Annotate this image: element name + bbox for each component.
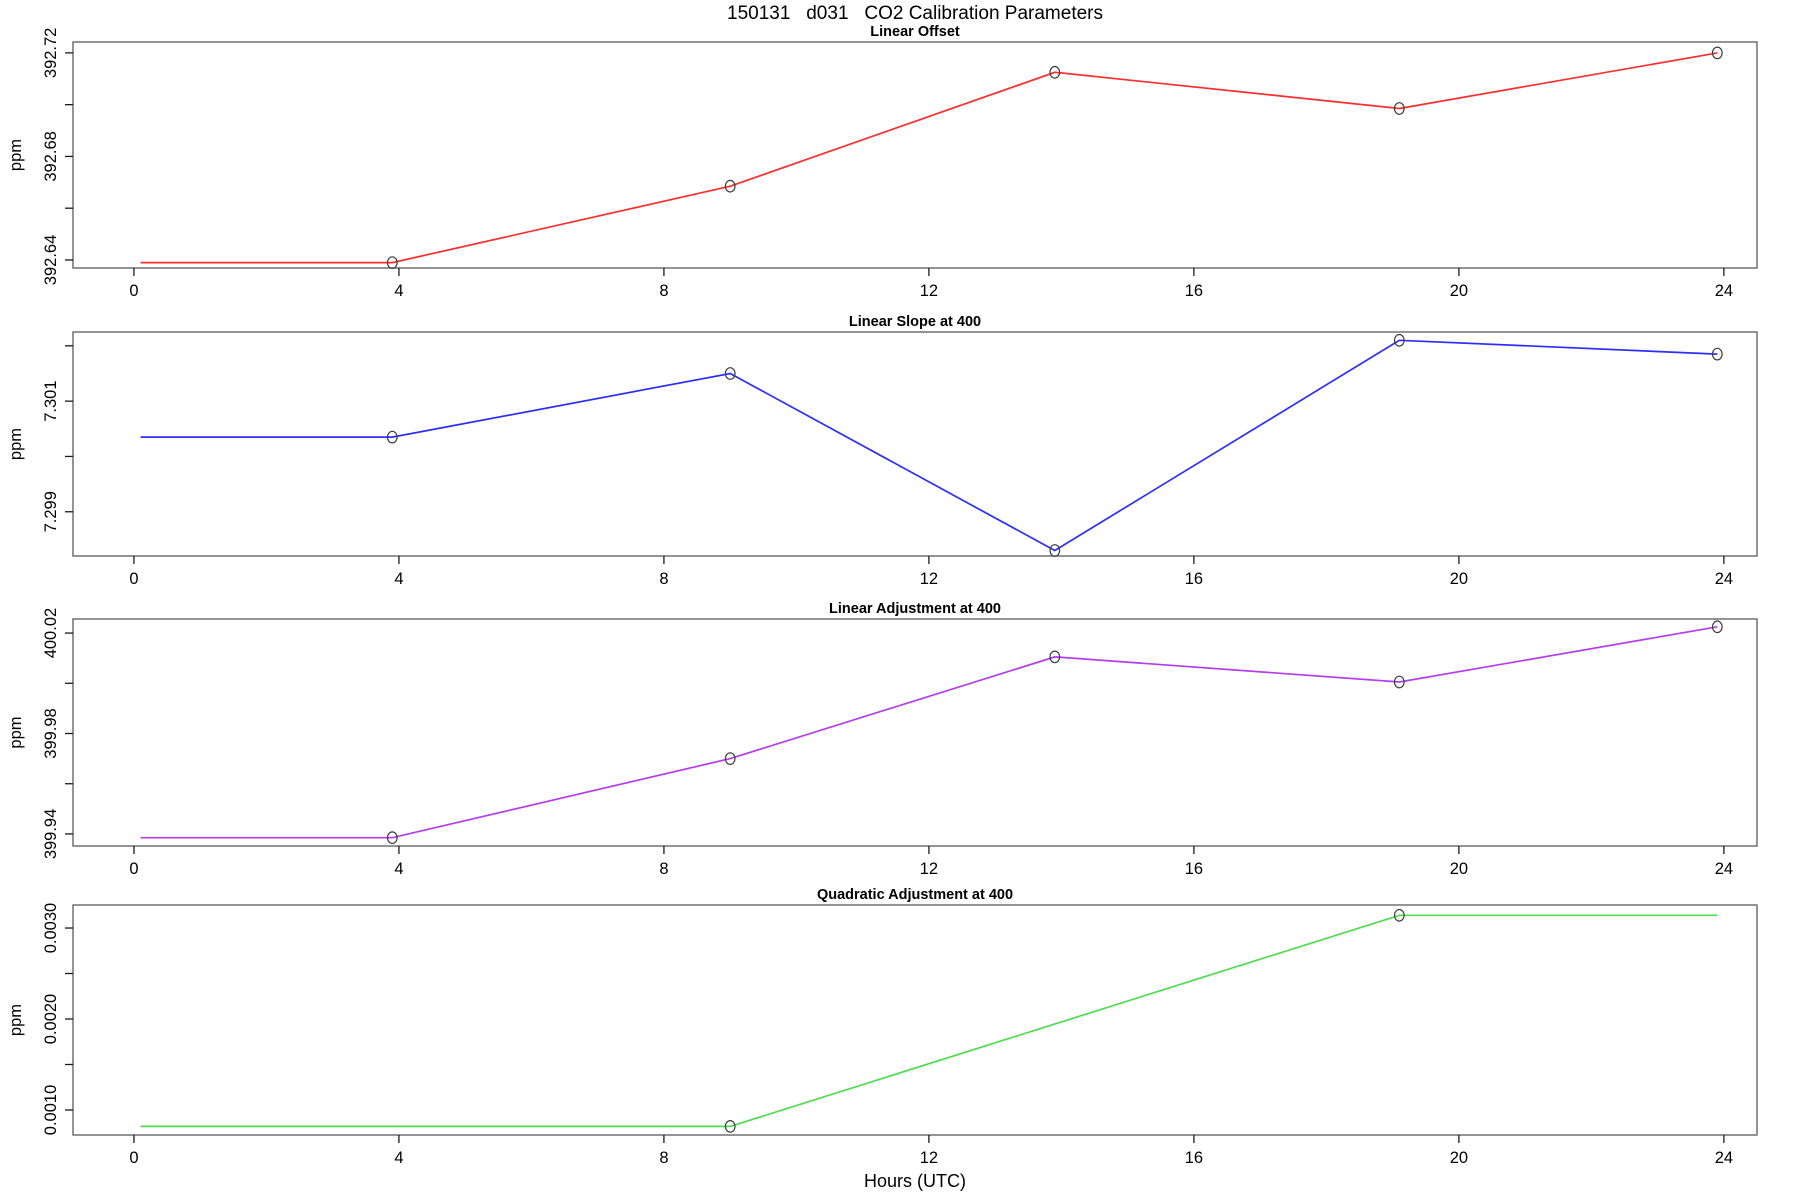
- x-tick-label: 4: [394, 1149, 403, 1167]
- panel-title: Linear Adjustment at 400: [829, 601, 1001, 617]
- x-tick-label: 16: [1185, 570, 1203, 588]
- x-tick-label: 8: [659, 1149, 668, 1167]
- data-point-marker: [1711, 620, 1723, 634]
- x-tick-label: 0: [129, 570, 138, 588]
- data-point-marker: [1711, 347, 1723, 361]
- data-point-marker: [1393, 908, 1405, 922]
- x-tick-label: 0: [129, 1149, 138, 1167]
- panel-box: [72, 41, 1758, 269]
- y-tick-label: 0.0010: [42, 1085, 60, 1135]
- y-tick-label: 400.02: [42, 608, 60, 658]
- y-axis-label: ppm: [7, 716, 25, 748]
- x-tick-label: 0: [129, 860, 138, 878]
- y-tick-label: 7.299: [42, 491, 60, 532]
- panel-title: Linear Slope at 400: [849, 314, 981, 330]
- panel-title: Linear Offset: [870, 24, 960, 40]
- x-tick-label: 24: [1715, 860, 1733, 878]
- x-tick-label: 20: [1450, 860, 1468, 878]
- data-line: [140, 52, 1718, 264]
- panel-title: Quadratic Adjustment at 400: [817, 887, 1013, 903]
- y-tick-label: 392.64: [42, 235, 60, 285]
- x-tick-label: 8: [659, 860, 668, 878]
- y-tick-label: 399.98: [42, 708, 60, 758]
- data-point-marker: [1049, 650, 1061, 664]
- panel-box: [72, 904, 1758, 1136]
- y-tick-label: 392.72: [42, 28, 60, 78]
- data-point-marker: [386, 256, 398, 270]
- x-tick-label: 20: [1450, 282, 1468, 300]
- data-point-marker: [724, 179, 736, 193]
- x-tick-label: 12: [920, 860, 938, 878]
- data-point-marker: [724, 1119, 736, 1133]
- x-tick-label: 24: [1715, 282, 1733, 300]
- y-tick-label: 7.301: [42, 380, 60, 421]
- data-point-marker: [386, 831, 398, 845]
- data-point-marker: [724, 367, 736, 380]
- x-tick-label: 16: [1185, 282, 1203, 300]
- x-axis-title: Hours (UTC): [864, 1171, 966, 1191]
- data-point-marker: [1049, 65, 1061, 79]
- x-tick-label: 4: [394, 570, 403, 588]
- y-tick-label: 392.68: [42, 131, 60, 181]
- data-point-marker: [724, 752, 736, 765]
- x-tick-label: 16: [1185, 860, 1203, 878]
- y-axis-label: ppm: [7, 1004, 25, 1036]
- panel-box: [72, 331, 1758, 557]
- x-tick-label: 4: [394, 282, 403, 300]
- data-line: [140, 339, 1718, 552]
- x-tick-label: 24: [1715, 570, 1733, 588]
- data-point-marker: [1049, 544, 1061, 557]
- data-line: [140, 914, 1718, 1128]
- y-axis-label: ppm: [7, 428, 25, 460]
- x-tick-label: 16: [1185, 1149, 1203, 1167]
- data-point-marker: [1393, 333, 1405, 347]
- data-point-marker: [386, 430, 398, 444]
- x-tick-label: 4: [394, 860, 403, 878]
- data-point-marker: [1393, 102, 1405, 115]
- x-tick-label: 20: [1450, 570, 1468, 588]
- x-tick-label: 12: [920, 570, 938, 588]
- data-point-marker: [1393, 675, 1405, 689]
- x-tick-label: 8: [659, 570, 668, 588]
- main-title: 150131 d031 CO2 Calibration Parameters: [727, 3, 1103, 24]
- y-tick-label: 0.0020: [42, 994, 60, 1044]
- x-tick-label: 24: [1715, 1149, 1733, 1167]
- x-tick-label: 0: [129, 282, 138, 300]
- x-tick-label: 20: [1450, 1149, 1468, 1167]
- y-tick-label: 0.0030: [42, 903, 60, 953]
- data-point-marker: [1711, 46, 1723, 60]
- panel-box: [72, 618, 1758, 847]
- y-tick-label: 399.94: [42, 809, 60, 859]
- x-tick-label: 12: [920, 282, 938, 300]
- x-tick-label: 12: [920, 1149, 938, 1167]
- x-tick-label: 8: [659, 282, 668, 300]
- data-line: [140, 625, 1718, 839]
- y-axis-label: ppm: [7, 139, 25, 171]
